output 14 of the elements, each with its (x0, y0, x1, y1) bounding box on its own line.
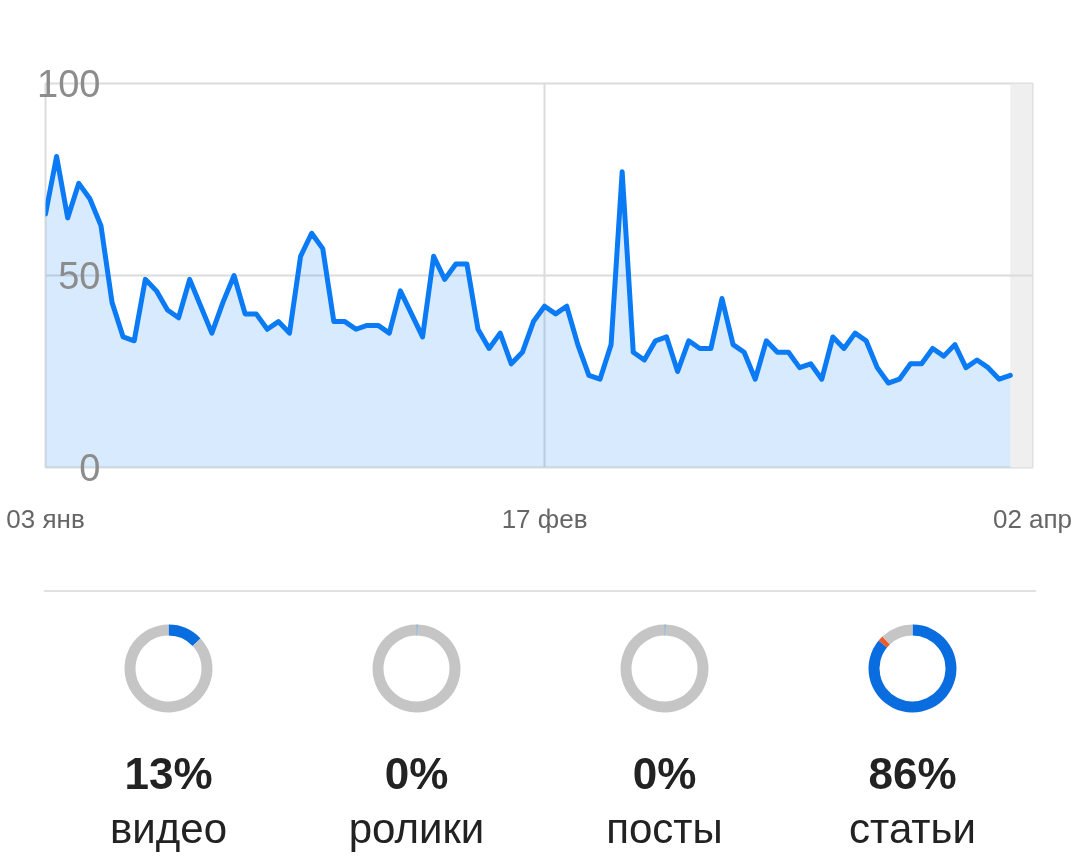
y-tick-label: 100 (37, 63, 101, 105)
text: ролики (348, 805, 485, 852)
text: 0% (384, 749, 449, 798)
y-tick-label: 50 (58, 255, 101, 297)
text: видео (110, 805, 227, 852)
text: 86% (868, 749, 957, 798)
text: статьи (849, 805, 976, 852)
y-tick-label: 0 (79, 447, 101, 489)
text: 0% (632, 749, 697, 798)
text: посты (606, 805, 723, 852)
x-tick-label: 17 фев (501, 503, 588, 534)
x-tick-label: 03 янв (6, 503, 85, 534)
text: 13% (124, 749, 213, 798)
x-tick-label: 02 апр (992, 503, 1073, 534)
